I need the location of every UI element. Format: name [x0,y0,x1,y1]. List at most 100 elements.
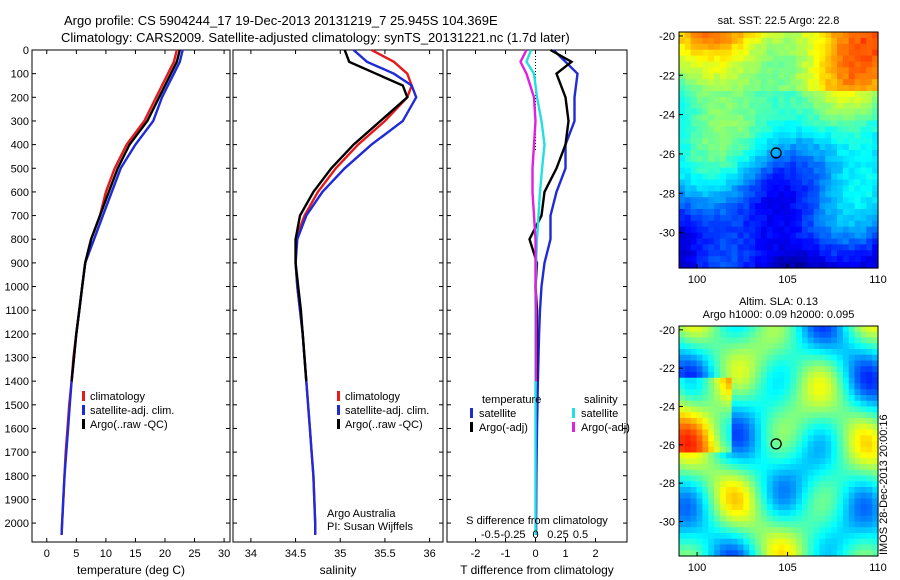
panel-2-xtick-label-2: 35 [334,548,346,560]
map-2-subtitle: Argo h1000: 0.09 h2000: 0.095 [703,309,855,321]
panel-2-legend-swatch-0 [337,391,340,401]
panel-3-legend-label-1-0: satellite [581,408,618,420]
map-1-ytick-label-4: -28 [659,188,675,200]
panel-1-legend-label-2: Argo(..raw -QC) [90,419,168,431]
map-1-xtick-label-1: 105 [778,274,796,286]
panel-3-legend-label-1-1: Argo(-adj) [581,422,630,434]
panel-1-ytick-label-15: 1500 [5,400,29,412]
map-2-ytick-label-0: -20 [659,325,675,337]
panel-3-top-tick-label-1: -0.25 [500,529,525,541]
panel-1-legend-swatch-0 [82,391,85,401]
map-2-argo-marker [770,438,782,450]
panel-1-xtick-label-3: 15 [129,548,141,560]
panel-3-series-2 [525,49,546,535]
panel-3-legend-group-1: salinity [584,394,618,406]
panel-3-xtick-label-1: -1 [501,548,511,560]
panel-3-xtick-label-2: 0 [532,548,538,560]
panel-1-xtick-label-4: 20 [159,548,171,560]
panel-1-ytick-label-11: 1100 [5,305,29,317]
panel-1-xtick-label-6: 30 [218,548,230,560]
panel-1-ytick-label-2: 200 [11,92,29,104]
map-1-xtick-label-0: 100 [688,274,706,286]
panel-1-ytick-label-5: 500 [11,163,29,175]
panel-1-ytick-label-3: 300 [11,116,29,128]
map-1-xtick-label-2: 110 [869,274,887,286]
map-1-argo-marker [770,147,782,159]
panel-3-legend-swatch-1-0 [572,408,575,418]
chart-title-line2: Climatology: CARS2009. Satellite-adjuste… [61,30,570,45]
panel-3-series-0 [534,49,579,535]
panel-1-xlabel: temperature (deg C) [77,563,185,577]
panel-3-legend-group-0: temperature [482,394,541,406]
panel-2-annotation-1: PI: Susan Wijffels [327,521,413,533]
map-2-frame [678,325,879,557]
panel-2-legend-swatch-1 [337,405,340,415]
map-1-ytick-label-1: -22 [659,70,675,82]
panel-3-xtick-label-4: 2 [592,548,598,560]
panel-1-xtick-label-2: 10 [100,548,112,560]
panel-1-xtick-label-1: 5 [73,548,79,560]
panel-3-legend-label-0-1: Argo(-adj) [479,422,528,434]
panel-1-xtick-label-5: 25 [188,548,200,560]
panel-1-ytick-label-13: 1300 [5,353,29,365]
panel-3-top-tick-label-0: -0.5 [481,529,500,541]
panel-1-frame [31,49,231,543]
panel-3-xtick-label-3: 1 [562,548,568,560]
panel-3-legend-label-0-0: satellite [479,408,516,420]
panel-2-legend-label-1: satellite-adj. clim. [345,405,429,417]
panel-1-ytick-label-19: 1900 [5,494,29,506]
panel-1-ytick-label-8: 800 [11,234,29,246]
panel-3-legend-swatch-0-1 [470,422,473,432]
panel-1-ytick-label-18: 1800 [5,471,29,483]
map-2-title: Altim. SLA: 0.13 [739,296,818,308]
credit-stamp: IMOS 28-Dec-2013 20:00:16 [878,414,890,555]
map-2-ytick-label-1: -22 [659,363,675,375]
panel-3-top-tick-label-2: 0 [532,529,538,541]
panel-2-legend-label-0: climatology [345,391,401,403]
panel-2-xtick-label-3: 35.5 [374,548,395,560]
panel-1-ytick-label-20: 2000 [5,518,29,530]
panel-2-annotation-0: Argo Australia [327,508,396,520]
map-1-ytick-label-5: -30 [659,228,675,240]
panel-2-xtick-label-0: 34 [245,548,257,560]
panel-1-ytick-label-0: 0 [23,45,29,57]
panel-1-legend-label-0: climatology [90,391,146,403]
panel-3-top-tick-label-3: 0.25 [547,529,568,541]
panel-1-ytick-label-12: 1200 [5,329,29,341]
panel-1-ytick-label-7: 700 [11,211,29,223]
panel-1-ytick-label-17: 1700 [5,447,29,459]
panel-1-legend-swatch-2 [82,419,85,429]
panel-1-ytick-label-6: 600 [11,187,29,199]
panel-2-xtick-label-1: 34.5 [285,548,306,560]
panel-1-legend-label-1: satellite-adj. clim. [90,405,174,417]
panel-1-ytick-label-10: 1000 [5,282,29,294]
map-2-raster [679,326,879,557]
panel-1-ytick-label-4: 400 [11,140,29,152]
panel-2-xtick-label-4: 36 [423,548,435,560]
map-2-ytick-label-3: -26 [659,440,675,452]
panel-3-top-tick-label-4: 0.5 [573,529,588,541]
panel-2-series-2 [294,49,409,382]
panel-1-ytick-label-16: 1600 [5,423,29,435]
panel-3-legend-swatch-0-0 [470,408,473,418]
panel-2-frame [232,49,444,543]
map-1-title: sat. SST: 22.5 Argo: 22.8 [718,15,840,27]
map-1-raster [679,32,879,269]
map-2-xtick-label-0: 100 [688,562,706,574]
map-2-ytick-label-2: -24 [659,402,675,414]
panel-3-xtick-label-0: -2 [471,548,481,560]
chart-title-line1: Argo profile: CS 5904244_17 19-Dec-2013 … [64,13,498,28]
panel-2-xlabel: salinity [320,563,357,577]
panel-1-ytick-label-14: 1400 [5,376,29,388]
map-1-frame [678,31,879,269]
map-1-ytick-label-0: -20 [659,31,675,43]
map-2-ytick-label-5: -30 [659,517,675,529]
panel-1-series-2 [70,49,181,382]
panel-3-top-label: S difference from climatology [466,515,608,527]
panel-1-legend-swatch-1 [82,405,85,415]
map-2-xtick-label-1: 105 [778,562,796,574]
map-1-ytick-label-2: -24 [659,110,675,122]
panel-2-legend-label-2: Argo(..raw -QC) [345,419,423,431]
panel-1-ytick-label-9: 900 [11,258,29,270]
